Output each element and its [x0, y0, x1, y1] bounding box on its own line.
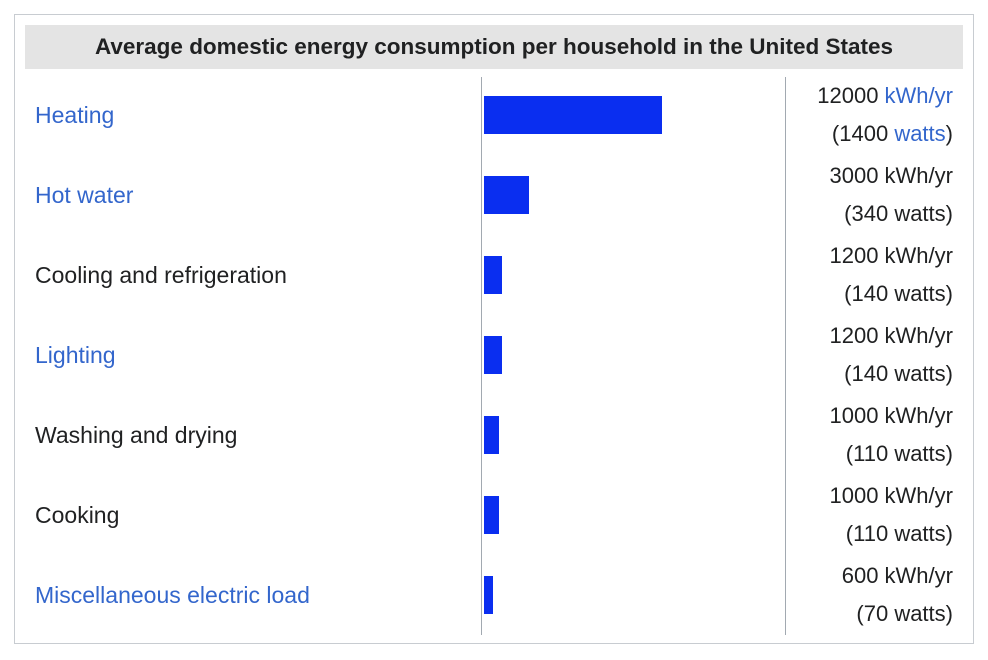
- table-row: Cooking 1000 kWh/yr (110 watts): [15, 475, 973, 555]
- power-unit: watts: [894, 361, 946, 386]
- bar-mark: [484, 416, 499, 454]
- power-unit: watts: [894, 521, 946, 546]
- energy-value: 1200: [829, 323, 885, 348]
- row-label: Cooling and refrigeration: [35, 262, 287, 288]
- power-unit: watts: [894, 441, 946, 466]
- value-label: 3000 kWh/yr (340 watts): [829, 157, 953, 233]
- power-close-paren: ): [945, 601, 953, 626]
- energy-value: 12000: [817, 83, 885, 108]
- power-unit: watts: [894, 281, 946, 306]
- power-unit: watts: [894, 601, 946, 626]
- power-value: (140: [844, 281, 895, 306]
- energy-unit: kWh/yr: [884, 483, 953, 508]
- row-label[interactable]: Lighting: [35, 342, 116, 368]
- row-label: Cooking: [35, 502, 120, 528]
- energy-value: 600: [841, 563, 885, 588]
- energy-unit[interactable]: kWh/yr: [884, 83, 953, 108]
- bar-mark: [484, 96, 662, 134]
- energy-value: 1000: [829, 403, 885, 428]
- power-value: (70: [856, 601, 895, 626]
- bar-mark: [484, 256, 502, 294]
- table-row: Miscellaneous electric load 600 kWh/yr (70…: [15, 555, 973, 635]
- power-close-paren: ): [945, 121, 953, 146]
- column-divider-right: [785, 77, 786, 635]
- power-value: (340: [844, 201, 895, 226]
- value-label: 1200 kWh/yr (140 watts): [829, 237, 953, 313]
- row-label[interactable]: Miscellaneous electric load: [35, 582, 310, 608]
- power-close-paren: ): [945, 361, 953, 386]
- energy-value: 1200: [829, 243, 885, 268]
- column-divider-left: [481, 77, 482, 635]
- value-label: 1200 kWh/yr (140 watts): [829, 317, 953, 393]
- power-close-paren: ): [945, 441, 953, 466]
- value-label: 1000 kWh/yr (110 watts): [829, 477, 953, 553]
- power-unit: watts: [894, 201, 946, 226]
- row-label[interactable]: Heating: [35, 102, 115, 128]
- table-row: Cooling and refrigeration 1200 kWh/yr (140…: [15, 235, 973, 315]
- chart-title: Average domestic energy consumption per …: [25, 25, 963, 69]
- power-close-paren: ): [945, 281, 953, 306]
- energy-unit: kWh/yr: [884, 403, 953, 428]
- table-row: Hot water 3000 kWh/yr (340 watts): [15, 155, 973, 235]
- value-label: 1000 kWh/yr (110 watts): [829, 397, 953, 473]
- power-close-paren: ): [945, 521, 953, 546]
- energy-unit: kWh/yr: [884, 323, 953, 348]
- energy-value: 1000: [829, 483, 885, 508]
- row-label: Washing and drying: [35, 422, 238, 448]
- bar-mark: [484, 176, 529, 214]
- table-row: Heating 12000 kWh/yr (1400 watts): [15, 75, 973, 155]
- bar-mark: [484, 336, 502, 374]
- table-row: Lighting 1200 kWh/yr (140 watts): [15, 315, 973, 395]
- value-label: 600 kWh/yr (70 watts): [842, 557, 953, 633]
- power-value: (110: [845, 521, 895, 546]
- bar-mark: [484, 576, 493, 614]
- bar-mark: [484, 496, 499, 534]
- energy-unit: kWh/yr: [884, 163, 953, 188]
- power-close-paren: ): [945, 201, 953, 226]
- power-value: (110: [845, 441, 895, 466]
- energy-value: 3000: [829, 163, 885, 188]
- power-value: (1400: [831, 121, 895, 146]
- row-label[interactable]: Hot water: [35, 182, 134, 208]
- energy-unit: kWh/yr: [884, 243, 953, 268]
- value-label: 12000 kWh/yr (1400 watts): [817, 77, 953, 153]
- energy-consumption-table: Average domestic energy consumption per …: [14, 14, 974, 644]
- table-row: Washing and drying 1000 kWh/yr (110 watts): [15, 395, 973, 475]
- energy-unit: kWh/yr: [884, 563, 953, 588]
- power-value: (140: [844, 361, 895, 386]
- power-unit[interactable]: watts: [894, 121, 946, 146]
